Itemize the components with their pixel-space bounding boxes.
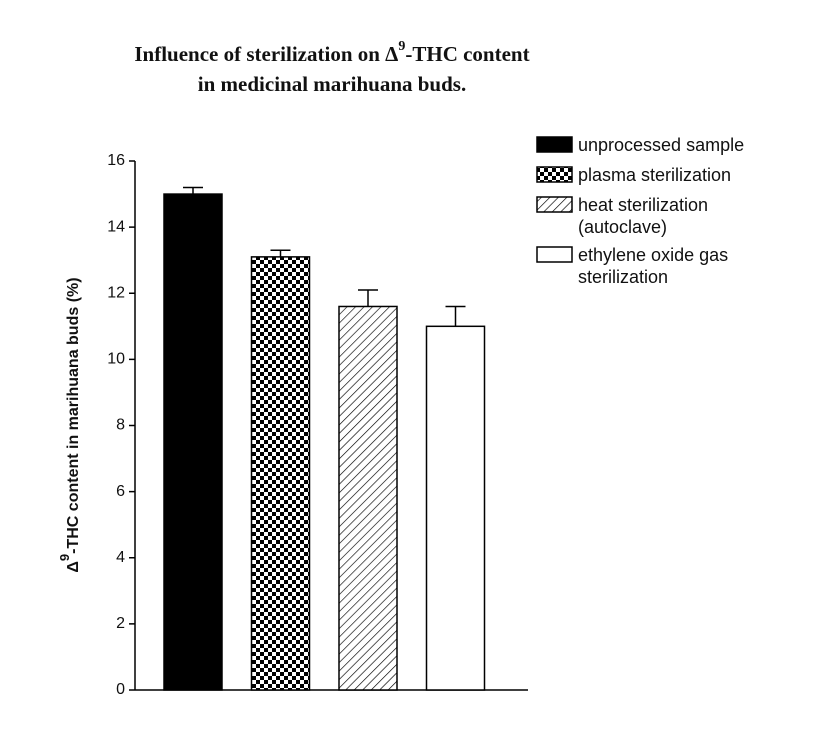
y-tick-label: 12 [107, 284, 125, 301]
ylabel-superscript: 9 [57, 554, 72, 561]
ylabel-part: Δ [65, 561, 82, 573]
y-tick-label: 8 [116, 417, 125, 434]
legend-swatch [536, 166, 573, 183]
y-axis-label: Δ9-THC content in marihuana buds (%) [57, 277, 82, 572]
y-tick-label: 2 [116, 615, 125, 632]
chart-title: Influence of sterilization on Δ9-THC con… [134, 39, 529, 66]
legend-swatch [536, 136, 573, 153]
legend-swatch [536, 246, 573, 263]
legend-label: plasma sterilization [578, 165, 732, 185]
legend-label: heat sterilization (autoclave) [578, 195, 709, 237]
ylabel-part: -THC content in marihuana buds (%) [65, 277, 82, 553]
title-superscript: 9 [398, 39, 405, 54]
bar [338, 305, 398, 691]
y-tick-label: 16 [107, 152, 125, 169]
legend-swatch [536, 196, 573, 213]
bar [425, 325, 486, 691]
y-tick-label: 10 [107, 351, 125, 368]
y-tick-label: 4 [116, 549, 125, 566]
y-tick-label: 14 [107, 218, 125, 235]
y-tick-label: 0 [116, 681, 125, 698]
bar [163, 193, 223, 691]
y-tick-label: 6 [116, 483, 125, 500]
legend-label: unprocessed sample [578, 135, 745, 155]
title-part: -THC content [405, 42, 529, 66]
legend-label: ethylene oxide gas sterilization [578, 245, 729, 287]
title-part: Influence of sterilization on Δ [134, 42, 398, 66]
bar [250, 256, 311, 691]
chart-title: in medicinal marihuana buds. [198, 72, 466, 96]
